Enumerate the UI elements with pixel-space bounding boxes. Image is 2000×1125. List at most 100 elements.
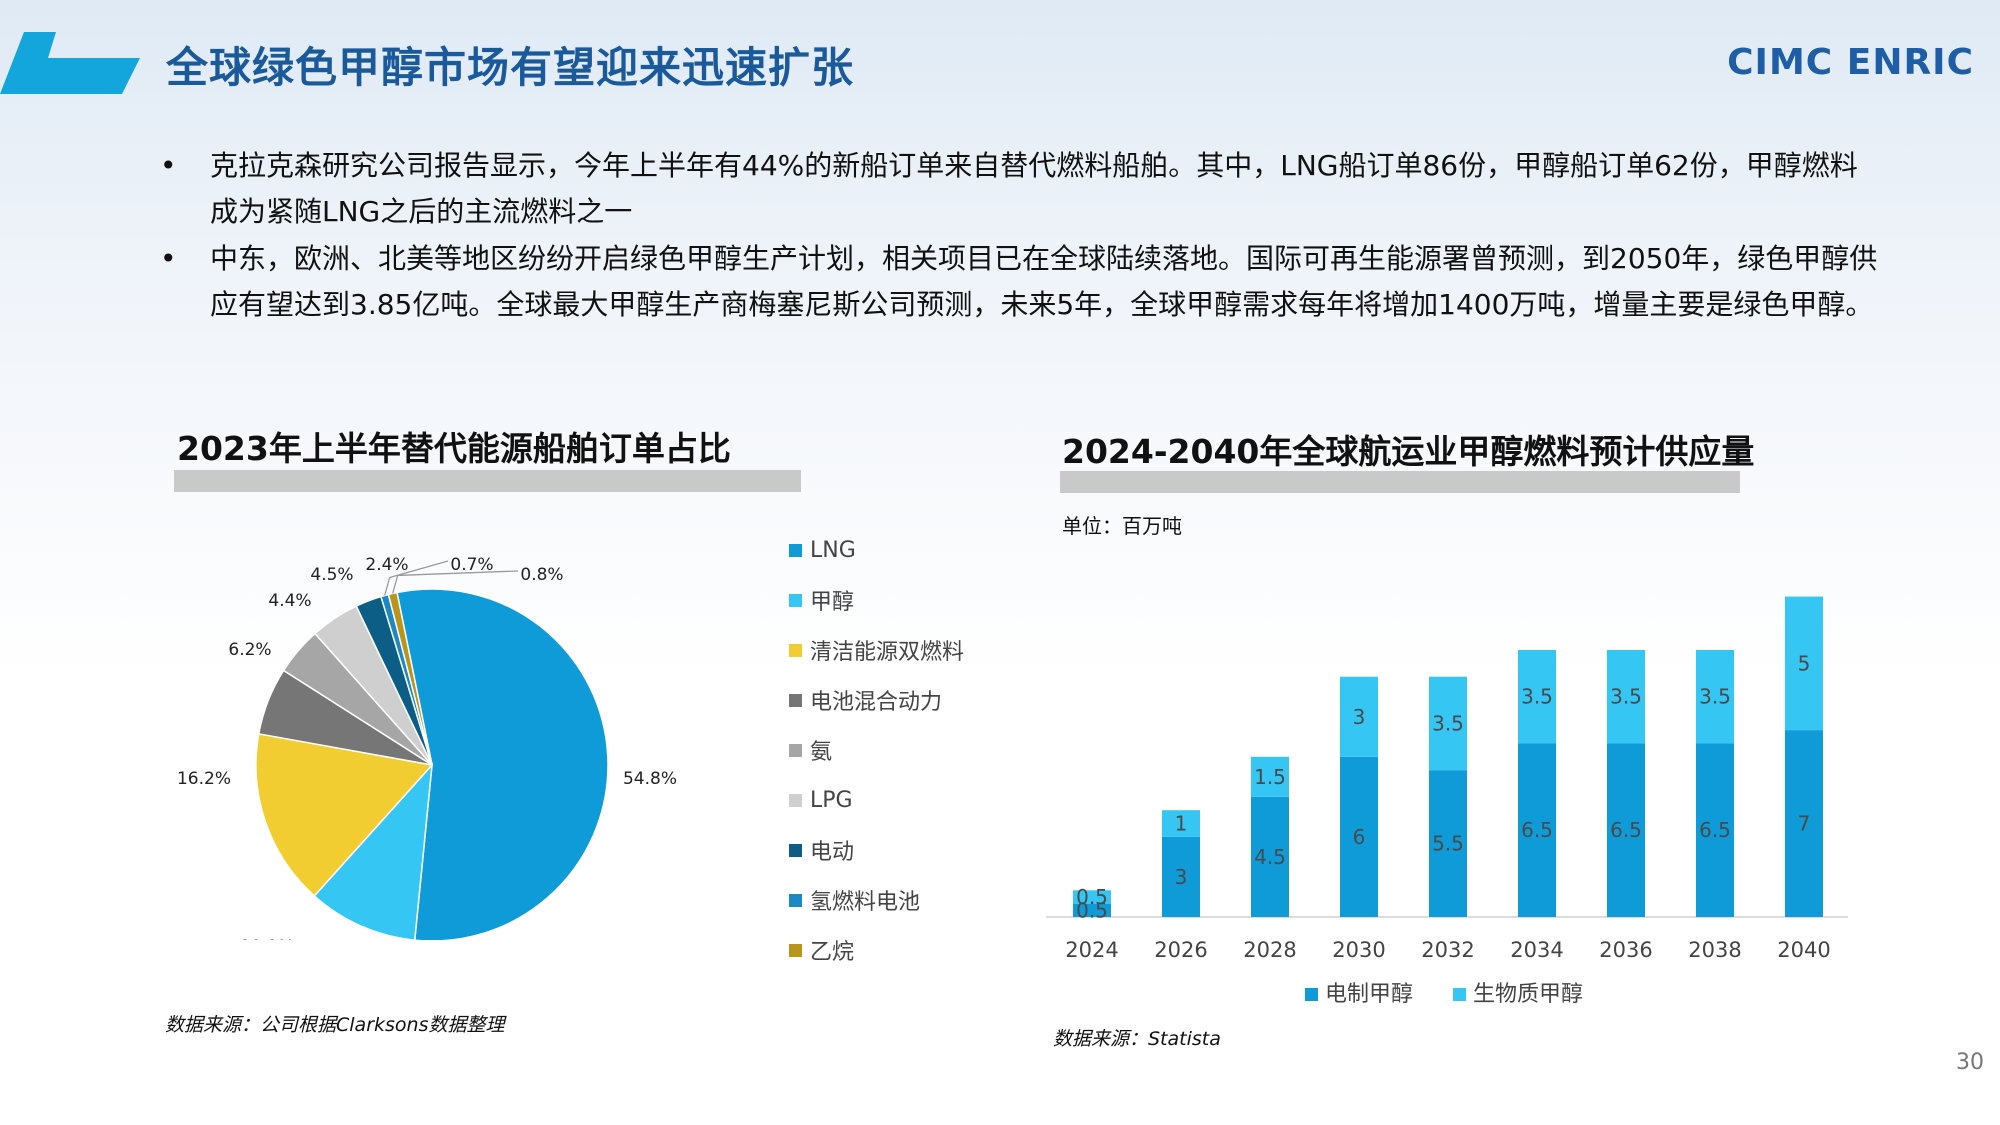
legend-label: 甲醇 (810, 590, 855, 615)
pie-slice-2 (255, 732, 434, 897)
bar-data-label: 3.5 (1699, 685, 1731, 709)
bar-segment-electric (1162, 836, 1200, 917)
bar-data-label: 6 (1353, 825, 1366, 849)
x-tick-label: 2030 (1332, 938, 1385, 962)
pie-chart-title: 2023年上半年替代能源船舶订单占比 (177, 429, 731, 468)
legend-label: 电动 (810, 840, 855, 865)
bar-segment-bio (1696, 650, 1734, 744)
bar-data-label: 1.5 (1254, 765, 1286, 789)
pie-chart: 54.8% 10.1% 16.2% 6.2% 4.4% 4.5% 2.4% 0.7% 0.8% (177, 555, 677, 940)
bar-segment-electric (1607, 743, 1645, 917)
pie-data-label: 4.5% (310, 565, 353, 585)
bar-data-label: 5.5 (1432, 832, 1464, 856)
bar-data-label: 3 (1353, 705, 1366, 729)
bar-data-label: 3 (1175, 865, 1188, 889)
bar-legend-swatch (1453, 988, 1466, 1001)
legend-swatch (789, 793, 802, 807)
legend-swatch (789, 543, 802, 557)
legend-swatch (789, 893, 802, 907)
pie-data-label: 2.4% (365, 555, 408, 575)
pie-leader-line (392, 570, 519, 594)
bar-segment-bio (1607, 650, 1645, 744)
pie-legend-item: 氨 (789, 735, 832, 765)
bar-source-note: 数据来源：Statista (1053, 1028, 1221, 1050)
pie-legend-item: 甲醇 (789, 585, 854, 615)
bar-segment-bio (1340, 676, 1378, 757)
bar-data-label: 0.5 (1076, 898, 1108, 922)
bar-data-label: 3.5 (1610, 685, 1642, 709)
x-tick-label: 2038 (1688, 938, 1741, 962)
bullet-marker: • (160, 149, 177, 182)
bar-legend-label: 电制甲醇 (1325, 982, 1413, 1007)
x-tick-label: 2028 (1243, 938, 1296, 962)
pie-data-label: 16.2% (177, 769, 231, 789)
bar-segment-bio (1429, 676, 1467, 771)
pie-slice-1 (313, 762, 433, 940)
legend-label: 乙烷 (810, 940, 855, 965)
legend-label: 电池混合动力 (810, 690, 943, 715)
bar-data-label: 1 (1175, 812, 1188, 836)
bar-data-label: 6.5 (1610, 818, 1642, 842)
bar-legend-label: 生物质甲醇 (1473, 982, 1583, 1007)
legend-label: 氢燃料电池 (810, 890, 921, 915)
legend-swatch (789, 693, 802, 707)
legend-label: 氨 (810, 740, 833, 765)
bar-title-underline (1060, 471, 1740, 493)
legend-swatch (789, 593, 802, 607)
pie-data-label: 54.8% (623, 769, 677, 789)
bullet-text: 中东，欧洲、北美等地区纷纷开启绿色甲醇生产计划，相关项目已在全球陆续落地。国际可… (210, 242, 1878, 321)
pie-legend-item: 电池混合动力 (789, 685, 942, 715)
bar-legend-swatch (1305, 988, 1318, 1001)
legend-swatch (789, 743, 802, 757)
bar-segment-electric (1251, 796, 1289, 917)
pie-leader-line (384, 560, 449, 596)
legend-swatch (789, 943, 802, 957)
pie-data-label: 4.4% (268, 591, 311, 611)
pie-title-underline (174, 470, 801, 492)
bar-data-label: 0.5 (1076, 885, 1108, 909)
legend-swatch (789, 643, 802, 657)
pie-legend-item: 乙烷 (789, 935, 854, 965)
pie-slice-0 (396, 588, 609, 940)
bar-segment-bio (1162, 810, 1200, 837)
bar-data-label: 6.5 (1699, 818, 1731, 842)
bar-segment-electric (1073, 903, 1111, 917)
bar-data-label: 4.5 (1254, 845, 1286, 869)
legend-swatch (789, 843, 802, 857)
pie-data-label: 6.2% (228, 640, 271, 660)
pie-legend-item: LNG (789, 535, 856, 565)
bar-segment-bio (1785, 596, 1823, 731)
bar-chart: 0.50.5 2024 3 1 2026 4.5 1.5 2028 6 3 2030 5.5 3.5 20… (1046, 596, 1848, 1007)
x-tick-label: 2026 (1154, 938, 1207, 962)
page-number: 30 (1956, 1050, 1984, 1075)
bar-data-label: 3.5 (1432, 711, 1464, 735)
legend-label: LPG (810, 787, 853, 813)
pie-legend-item: LPG (789, 785, 853, 815)
bar-unit-label: 单位：百万吨 (1062, 514, 1182, 538)
x-tick-label: 2036 (1599, 938, 1652, 962)
x-tick-label: 2034 (1510, 938, 1563, 962)
pie-legend-item: 氢燃料电池 (789, 885, 920, 915)
x-tick-label: 2040 (1777, 938, 1830, 962)
pie-source-note: 数据来源：公司根据Clarksons数据整理 (165, 1014, 505, 1036)
x-tick-label: 2024 (1065, 938, 1118, 962)
brand-logo: CIMC ENRIC (1727, 42, 1974, 83)
title-accent-shape (0, 32, 140, 94)
bullet-text: 克拉克森研究公司报告显示，今年上半年有44%的新船订单来自替代燃料船舶。其中，L… (210, 149, 1858, 228)
bar-data-label: 3.5 (1521, 685, 1553, 709)
bar-segment-bio (1518, 650, 1556, 744)
bar-segment-electric (1785, 730, 1823, 917)
pie-legend-item: 电动 (789, 835, 854, 865)
bullet-marker: • (160, 242, 177, 275)
pie-data-label: 0.7% (450, 555, 493, 575)
bar-data-label: 7 (1798, 812, 1811, 836)
bar-data-label: 6.5 (1521, 818, 1553, 842)
slide-title: 全球绿色甲醇市场有望迎来迅速扩张 (166, 43, 855, 92)
bar-segment-electric (1340, 756, 1378, 917)
bullet-item: • 克拉克森研究公司报告显示，今年上半年有44%的新船订单来自替代燃料船舶。其中… (160, 143, 1880, 235)
bar-chart-title: 2024-2040年全球航运业甲醇燃料预计供应量 (1062, 432, 1755, 471)
bar-segment-bio (1073, 890, 1111, 904)
legend-label: LNG (810, 537, 856, 563)
pie-slice-8 (387, 591, 433, 766)
pie-data-label: 10.1% (240, 937, 294, 940)
